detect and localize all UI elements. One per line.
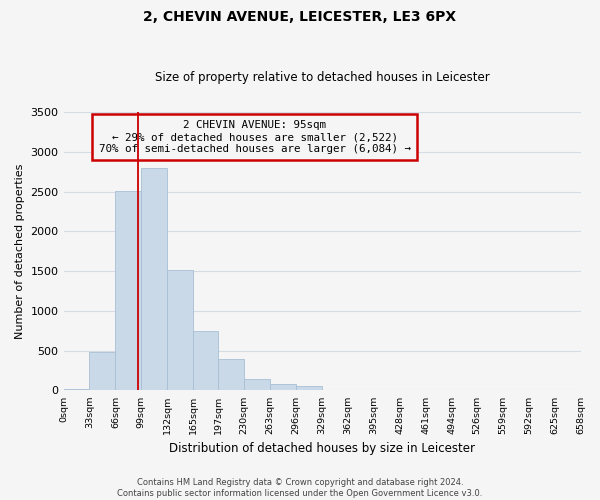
Bar <box>218 360 244 390</box>
Bar <box>270 384 296 390</box>
Y-axis label: Number of detached properties: Number of detached properties <box>15 164 25 339</box>
Text: Contains HM Land Registry data © Crown copyright and database right 2024.
Contai: Contains HM Land Registry data © Crown c… <box>118 478 482 498</box>
Bar <box>64 389 89 390</box>
Bar <box>244 378 270 390</box>
Text: 2 CHEVIN AVENUE: 95sqm
← 29% of detached houses are smaller (2,522)
70% of semi-: 2 CHEVIN AVENUE: 95sqm ← 29% of detached… <box>99 120 411 154</box>
Bar <box>193 331 218 390</box>
Bar <box>296 386 322 390</box>
Bar <box>142 168 167 390</box>
Text: 2, CHEVIN AVENUE, LEICESTER, LE3 6PX: 2, CHEVIN AVENUE, LEICESTER, LE3 6PX <box>143 10 457 24</box>
Bar <box>167 270 193 390</box>
Bar <box>89 352 115 391</box>
Bar <box>115 191 142 390</box>
X-axis label: Distribution of detached houses by size in Leicester: Distribution of detached houses by size … <box>169 442 475 455</box>
Title: Size of property relative to detached houses in Leicester: Size of property relative to detached ho… <box>155 72 490 85</box>
